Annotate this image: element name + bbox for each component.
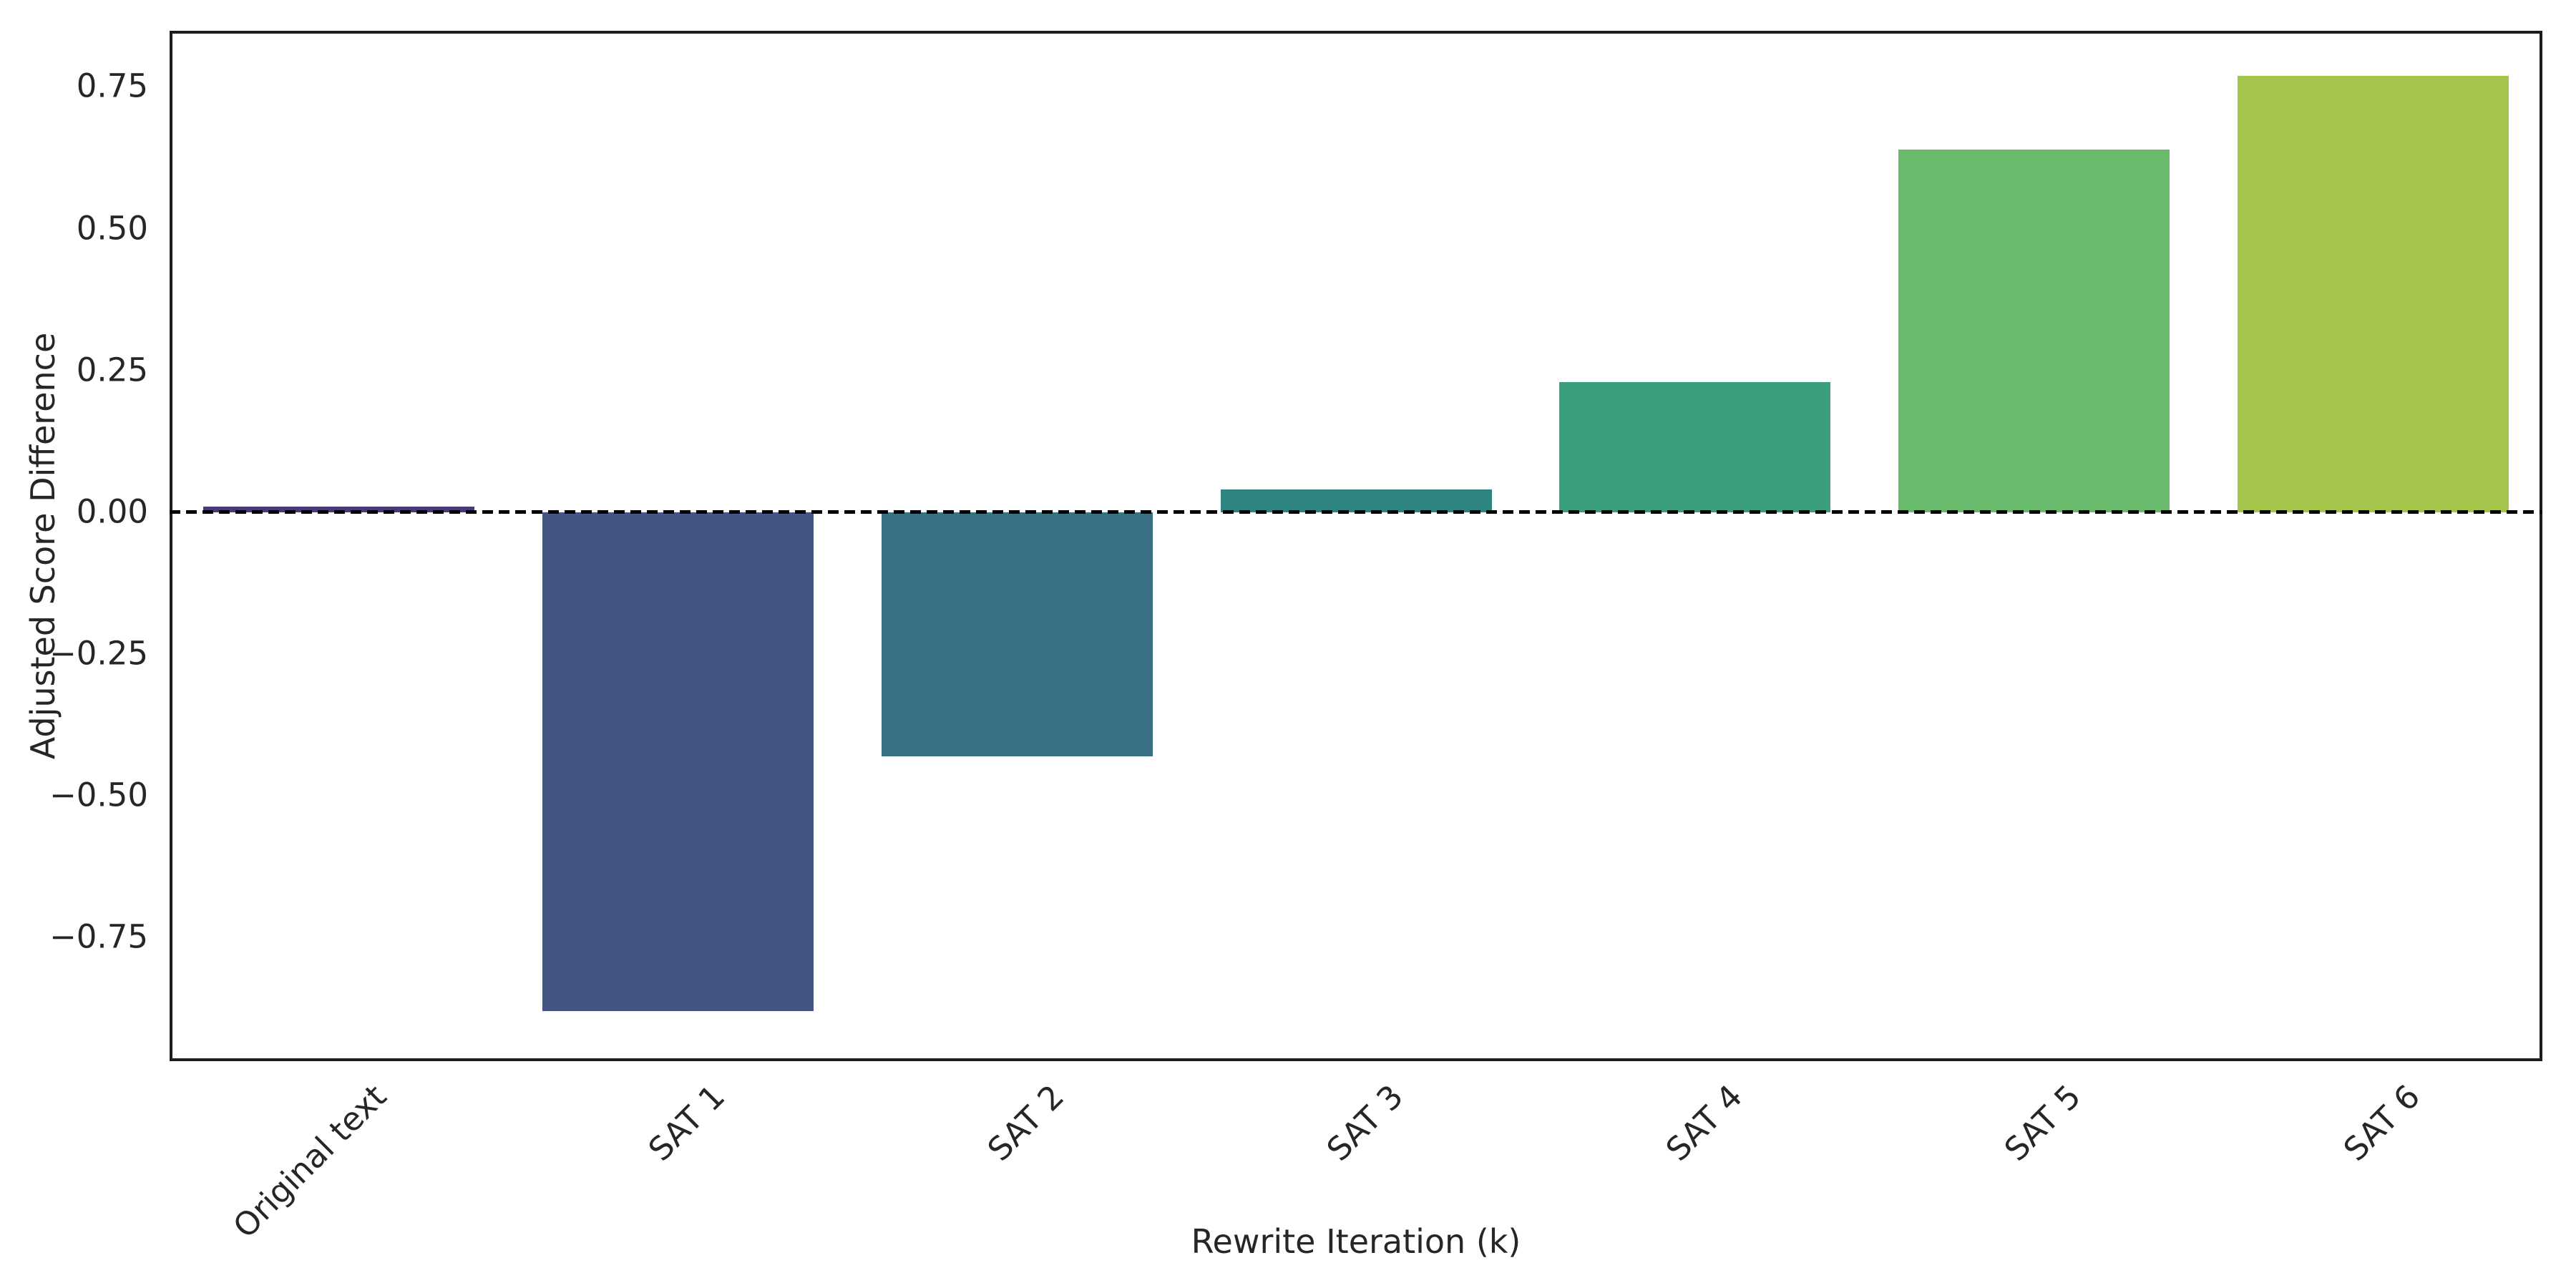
y-tick-label-0-25: −0.25 bbox=[49, 634, 148, 673]
y-tick-label-0-75: −0.75 bbox=[49, 917, 148, 956]
bar-sat-6 bbox=[2238, 76, 2509, 512]
y-tick-label-0-50: 0.50 bbox=[76, 209, 148, 248]
x-tick-label-sat-3: SAT 3 bbox=[1319, 1077, 1411, 1169]
y-axis-label: Adjusted Score Difference bbox=[24, 332, 62, 760]
bar-sat-5 bbox=[1898, 150, 2170, 512]
bar-sat-1 bbox=[542, 512, 814, 1011]
y-tick-label-0-00: 0.00 bbox=[76, 492, 148, 531]
x-tick-label-sat-1: SAT 1 bbox=[641, 1077, 733, 1169]
zero-reference-line bbox=[170, 510, 2542, 514]
y-tick-label-0-25: 0.25 bbox=[76, 351, 148, 389]
y-tick-label-0-75: 0.75 bbox=[76, 67, 148, 105]
bar-sat-3 bbox=[1221, 489, 1492, 512]
x-tick-label-sat-6: SAT 6 bbox=[2336, 1077, 2428, 1169]
plot-area bbox=[170, 31, 2542, 1061]
bar-sat-4 bbox=[1559, 382, 1830, 512]
x-tick-label-sat-5: SAT 5 bbox=[1997, 1077, 2089, 1169]
bar-original-text bbox=[203, 507, 474, 512]
y-tick-label-0-50: −0.50 bbox=[49, 776, 148, 814]
bar-sat-2 bbox=[882, 512, 1153, 756]
x-tick-label-sat-4: SAT 4 bbox=[1658, 1077, 1750, 1169]
x-tick-label-original-text: Original text bbox=[225, 1077, 394, 1246]
x-axis-label: Rewrite Iteration (k) bbox=[1191, 1222, 1521, 1261]
x-tick-label-sat-2: SAT 2 bbox=[980, 1077, 1072, 1169]
